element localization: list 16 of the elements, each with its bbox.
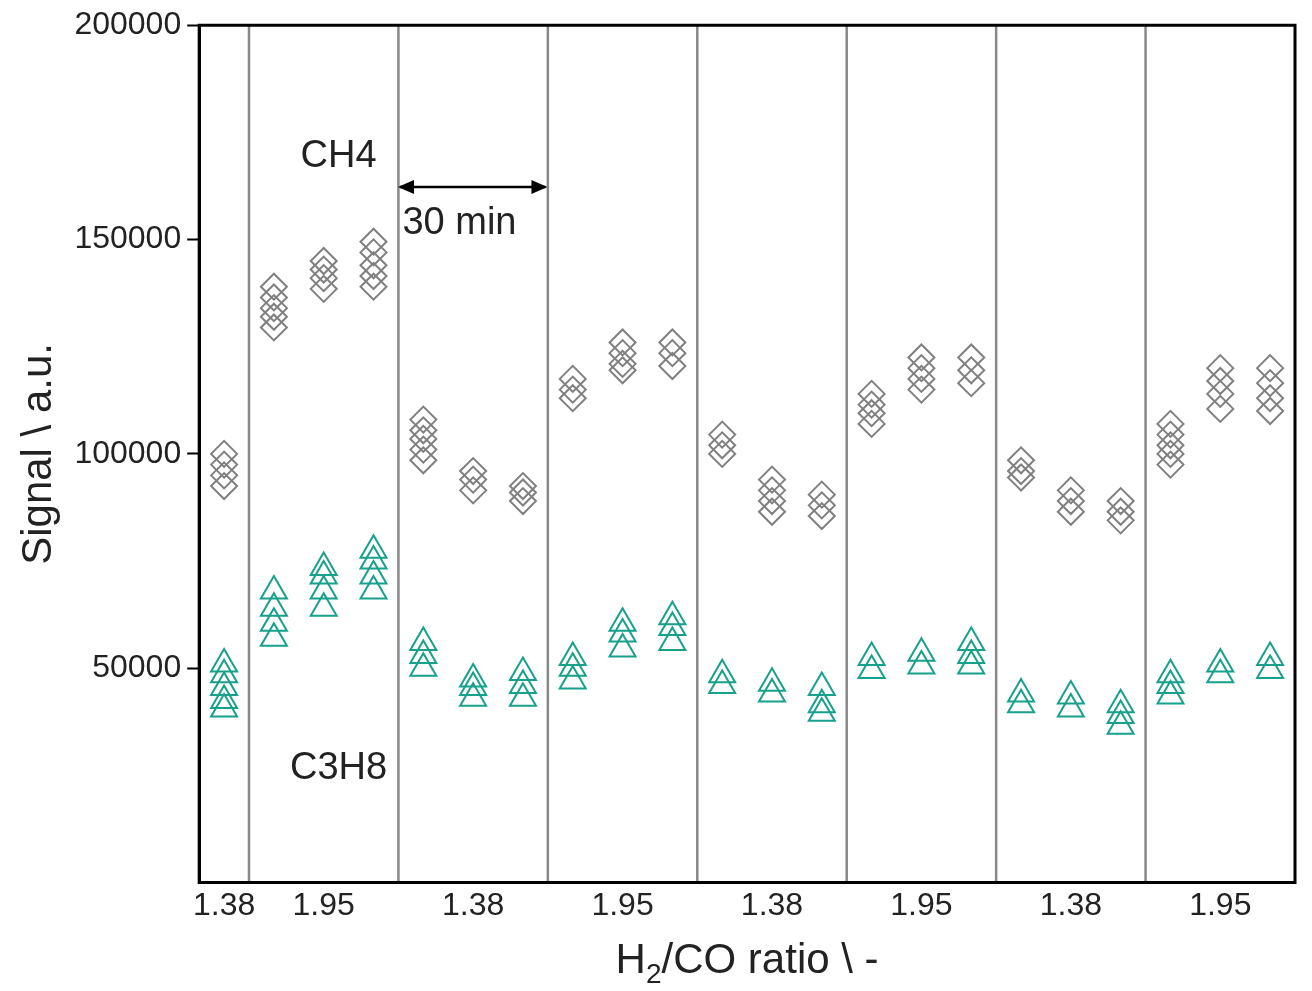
y-tick-label: 50000 <box>92 648 182 685</box>
x-tick-label: 1.95 <box>890 885 953 922</box>
y-tick-label: 100000 <box>74 433 182 470</box>
y-tick-label: 150000 <box>74 219 182 256</box>
x-tick-label: 1.38 <box>1039 885 1102 922</box>
y-tick-label: 200000 <box>74 5 182 42</box>
x-tick-label: 1.38 <box>740 885 804 922</box>
x-tick-label: 1.95 <box>591 885 654 922</box>
text: C3H8 <box>289 744 388 787</box>
x-tick-label: 1.95 <box>292 885 355 922</box>
annotation: 30 min <box>402 199 517 242</box>
x-tick-label: 1.38 <box>192 885 256 922</box>
y-axis-title: Signal \ a.u. <box>12 342 60 565</box>
series-label: CH4 <box>300 133 377 176</box>
x-tick-label: 1.95 <box>1189 885 1252 922</box>
x-tick-label: 1.38 <box>442 885 505 922</box>
